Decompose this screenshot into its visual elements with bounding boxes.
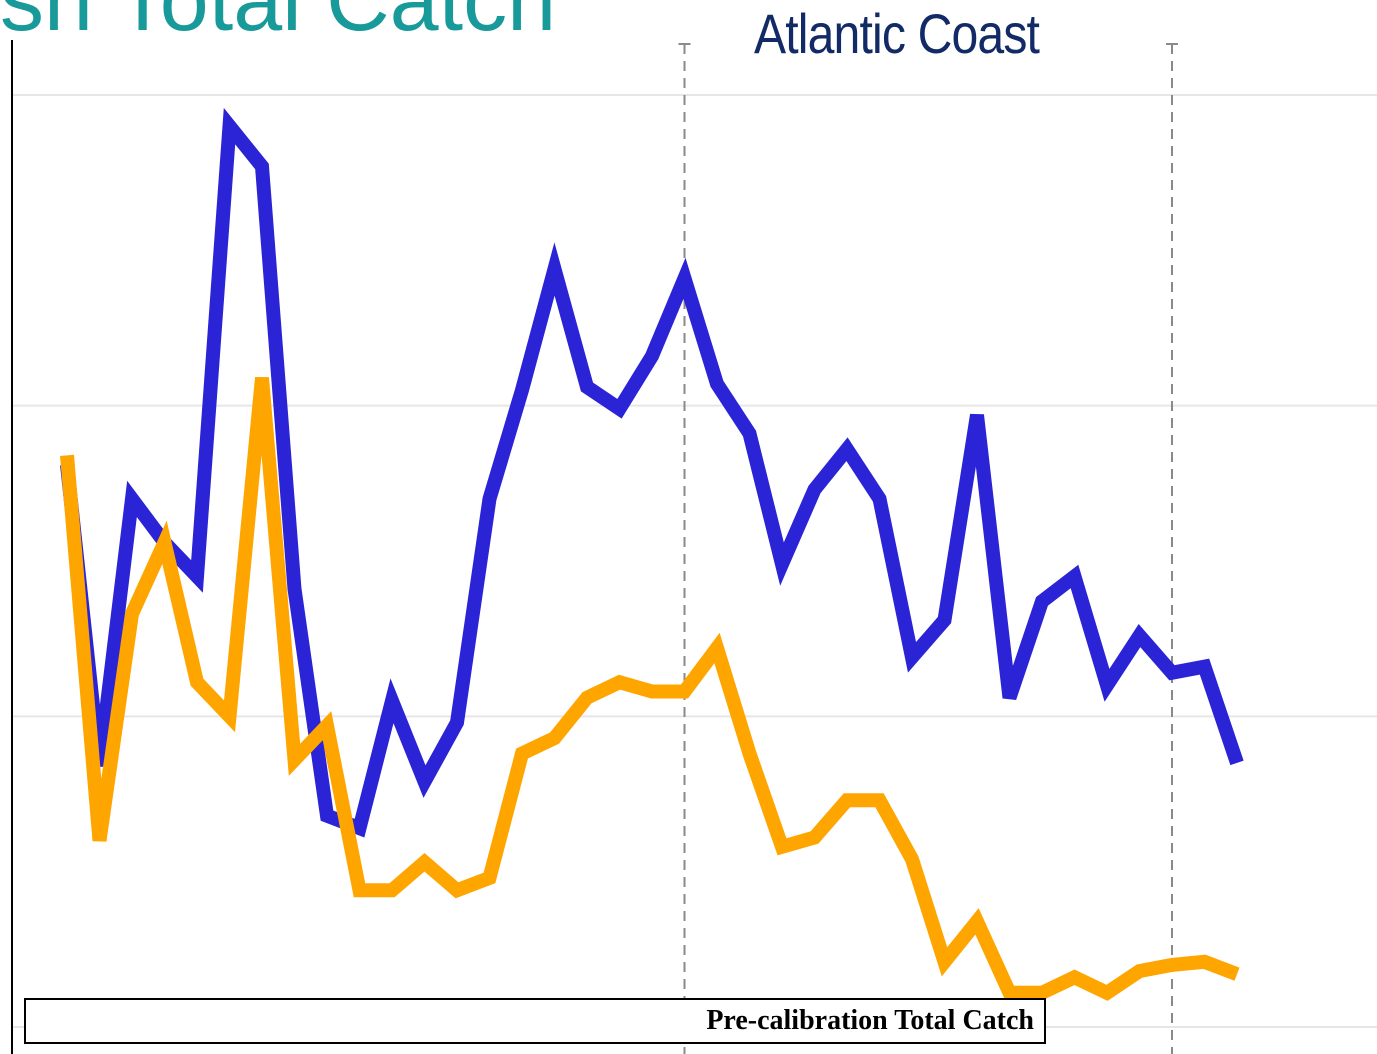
series-line-orange	[60, 377, 1240, 1001]
chart-subtitle: Atlantic Coast	[754, 2, 1040, 65]
legend-label: Pre-calibration Total Catch	[706, 1005, 1034, 1036]
series-line-blue	[60, 107, 1244, 838]
chart-title-fragment: sh Total Catch	[0, 0, 556, 44]
legend: Pre-calibration Total Catch	[24, 998, 1046, 1044]
